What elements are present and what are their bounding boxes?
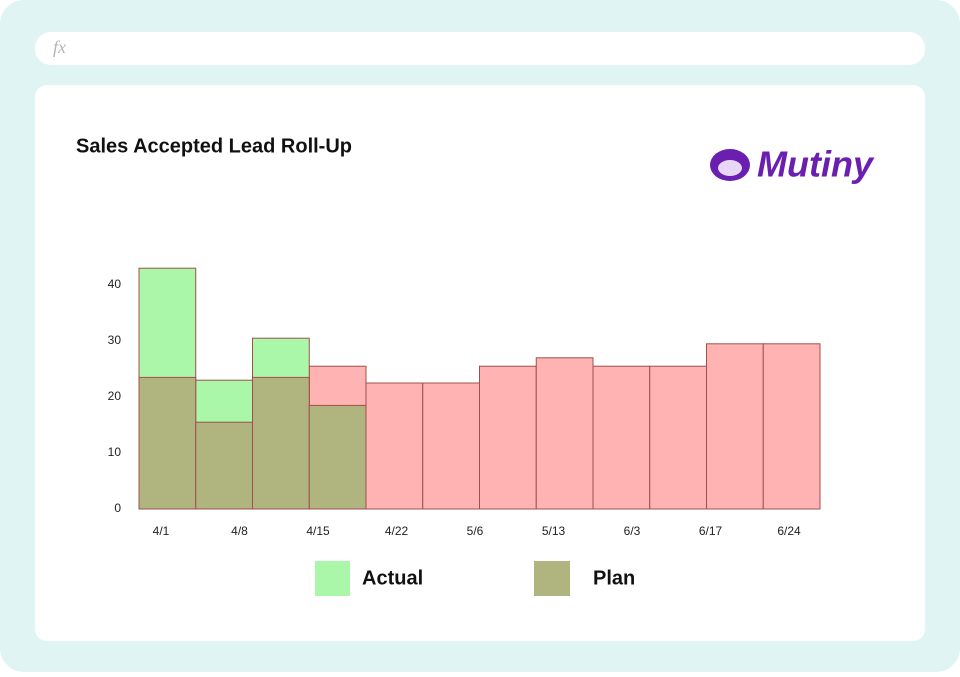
step-bar [592,365,651,510]
formula-placeholder: fx [53,37,66,57]
step-bar [365,382,424,510]
y-tick-label: 20 [108,389,122,403]
step-bar [762,343,821,510]
x-tick-label: 4/22 [385,524,409,538]
legend-label: Actual [362,567,423,589]
y-tick-label: 30 [108,333,122,347]
legend-swatch [315,561,350,596]
step-bar [195,421,253,510]
step-bar [252,376,310,510]
formula-bar[interactable] [35,32,925,65]
step-bar [479,365,537,510]
step-bar [308,404,367,510]
logo: Mutiny [710,144,875,185]
step-bar [138,376,197,510]
legend: Actual Plan [315,561,635,596]
x-tick-label: 4/1 [153,524,170,538]
legend-swatch [534,561,570,596]
y-tick-label: 10 [108,445,122,459]
chart-title: Sales Accepted Lead Roll-Up [76,135,352,157]
plot: 0 10 20 30 40 4/1 4/8 4/15 4/22 5/6 5/13 6/3 6/17 6/2… [108,267,821,538]
x-tick-label: 6/24 [777,524,801,538]
x-tick-label: 4/8 [231,524,248,538]
x-tick-label: 5/6 [467,524,484,538]
x-tick-label: 5/13 [542,524,566,538]
x-tick-label: 4/15 [306,524,330,538]
step-bar [706,343,764,510]
y-tick-label: 40 [108,277,122,291]
step-bar [422,382,480,510]
step-bar [535,357,594,510]
logo-text: Mutiny [757,144,875,185]
step-bar [649,365,707,510]
legend-label: Plan [593,567,635,589]
logo-icon-face [718,160,742,176]
x-tick-label: 6/3 [624,524,641,538]
y-tick-label: 0 [114,501,121,515]
x-tick-label: 6/17 [699,524,723,538]
